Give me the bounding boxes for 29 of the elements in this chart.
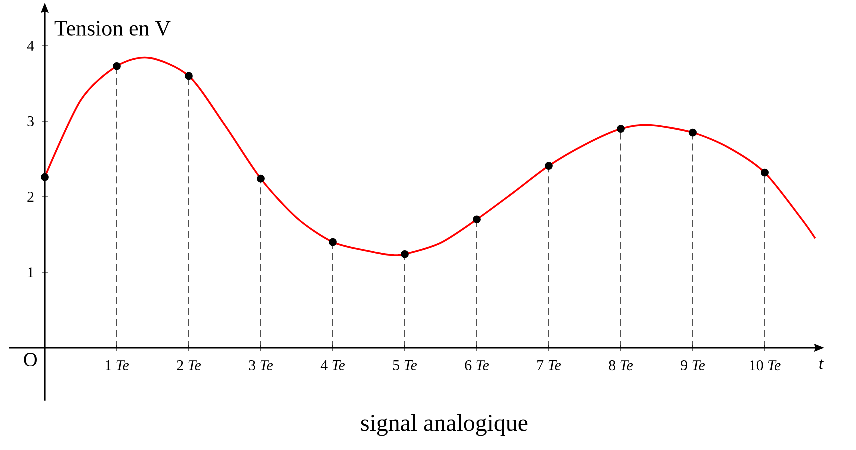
y-tick-label: 2 <box>28 192 34 202</box>
point <box>473 216 481 224</box>
y-tick-label: 3 <box>28 116 34 127</box>
y-axis-title: Tension en V <box>54 21 171 36</box>
x-tick-label: 5 Te <box>393 360 418 370</box>
point <box>617 125 625 133</box>
x-tick-label: 6 Te <box>465 360 490 371</box>
x-tick-label: 10 Te <box>750 360 781 371</box>
point <box>257 174 265 183</box>
point <box>113 62 121 70</box>
x-tick-label: 2 Te <box>177 360 202 371</box>
point <box>41 173 49 182</box>
text: signal analogique <box>361 414 528 436</box>
point <box>401 250 409 258</box>
y-tick-label: 4 <box>27 41 34 51</box>
x-tick-label: 9 Te <box>681 360 706 371</box>
annotation: O <box>24 353 37 367</box>
x-tick-label: 7 Te <box>538 360 562 370</box>
point <box>545 162 553 170</box>
x-tick-label: 4 Te <box>320 360 346 370</box>
point <box>329 238 337 246</box>
point <box>185 72 193 80</box>
y-tick-label: 1 <box>28 268 34 278</box>
x-tick-label: 3 Te <box>249 360 274 371</box>
x-tick-label: 8 Te <box>609 360 634 371</box>
point <box>761 168 769 177</box>
point <box>689 128 697 137</box>
x-tick-label: 1 Te <box>106 360 130 370</box>
x-axis-title: t <box>820 360 824 370</box>
